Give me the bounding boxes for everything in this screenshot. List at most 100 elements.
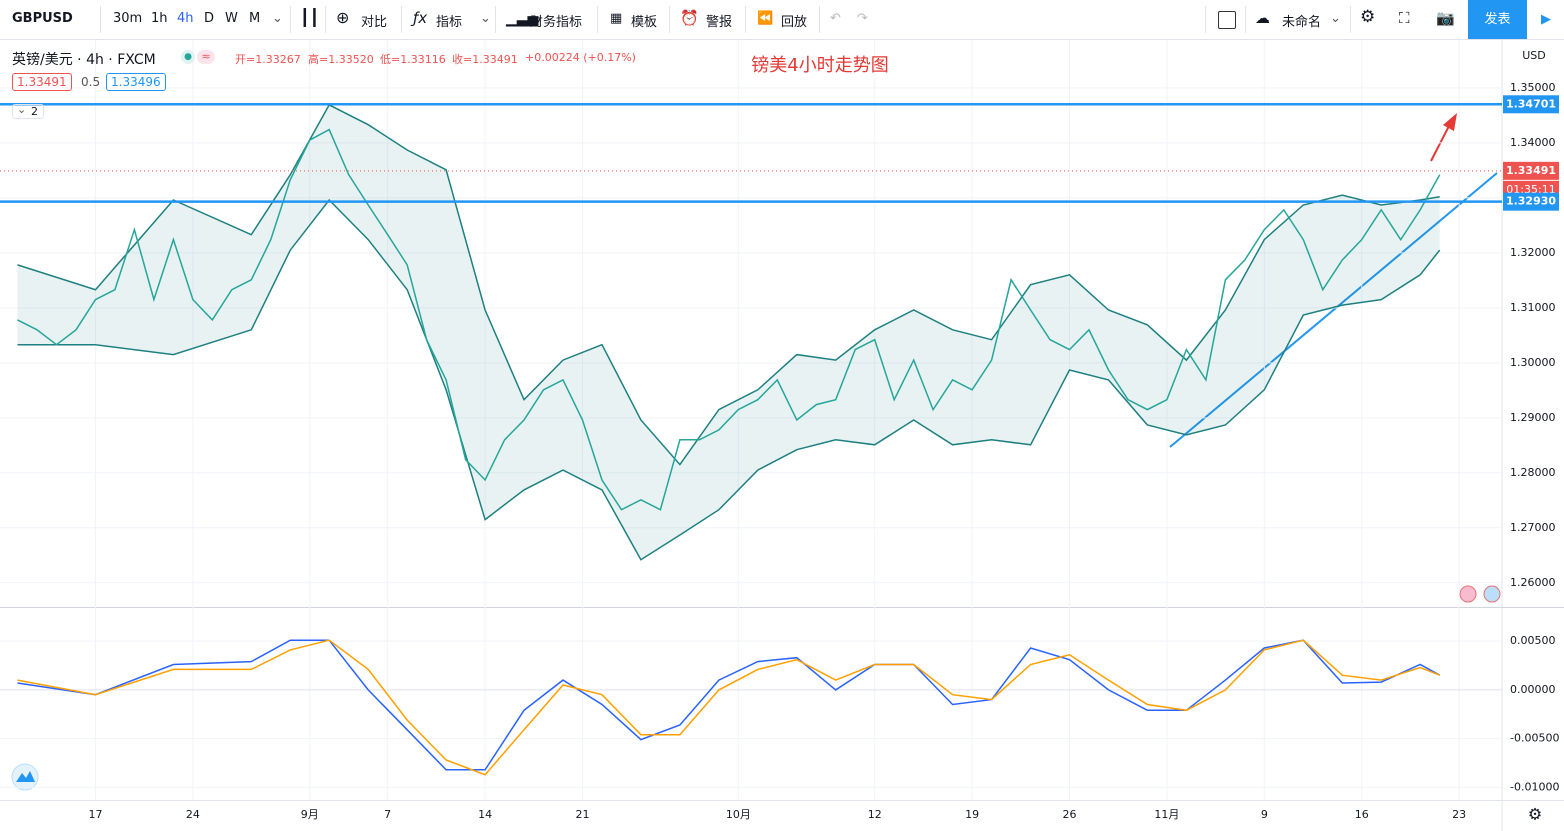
layout-name[interactable]: 未命名 xyxy=(1282,15,1322,30)
bid[interactable]: 1.33491 xyxy=(12,73,72,91)
spread: 0.5 xyxy=(81,75,101,89)
separator xyxy=(325,6,326,33)
x-tick-label: 11月 xyxy=(1154,808,1179,821)
band-fill xyxy=(17,104,1440,560)
level-box xyxy=(1503,192,1559,211)
x-tick-label: 19 xyxy=(965,808,979,821)
alert[interactable]: 警报 xyxy=(706,15,733,30)
interval[interactable]: 4h xyxy=(177,11,194,26)
snapshot-icon[interactable]: 📷 xyxy=(1436,9,1455,27)
status-dot: ● xyxy=(181,50,195,64)
alert-icon[interactable]: ⏰ xyxy=(680,9,699,27)
undo[interactable]: ↶ xyxy=(830,11,841,26)
x-tick-label: 17 xyxy=(88,808,102,821)
redo[interactable]: ↷ xyxy=(857,11,868,26)
separator xyxy=(495,6,496,33)
y-tick-label: 1.27000 xyxy=(1510,521,1556,534)
ask[interactable]: 1.33496 xyxy=(106,73,166,91)
series-line xyxy=(17,128,1441,511)
data-icon: ≈ xyxy=(197,50,215,64)
separator xyxy=(1205,6,1206,33)
series-line xyxy=(17,639,1441,771)
level-box xyxy=(1503,95,1559,114)
separator xyxy=(1350,6,1351,33)
chart-title: 镑美4小时走势图 xyxy=(751,55,888,76)
ohlc-low: 低=1.33116 xyxy=(380,53,446,66)
ohlc-close: 收=1.33491 xyxy=(452,53,518,66)
arrow-head xyxy=(1443,113,1457,131)
replay[interactable]: 回放 xyxy=(781,15,808,30)
separator xyxy=(669,6,670,33)
indicator-count[interactable]: 2 xyxy=(12,104,44,119)
flag-gbp xyxy=(1459,585,1477,603)
settings-icon[interactable]: ⚙ xyxy=(1528,805,1542,824)
logo-icon xyxy=(16,771,35,782)
indicators[interactable]: 指标 xyxy=(436,15,463,30)
publish-button[interactable]: 发表 xyxy=(1468,0,1527,39)
symbol[interactable]: GBPUSD xyxy=(12,11,73,26)
ohlc-change: +0.00224 (+0.17%) xyxy=(525,51,636,64)
replay-icon[interactable]: ⏪ xyxy=(757,11,774,26)
x-tick-label: 10月 xyxy=(726,808,751,821)
ohlc-high: 高=1.33520 xyxy=(308,53,374,66)
y-tick-label: 1.35000 xyxy=(1510,81,1556,94)
x-tick-label: 21 xyxy=(575,808,589,821)
interval[interactable]: W xyxy=(225,11,238,26)
compare[interactable]: 对比 xyxy=(361,15,388,30)
separator xyxy=(401,6,402,33)
separator xyxy=(1245,6,1246,33)
y-tick-label: 0.00000 xyxy=(1510,683,1556,696)
currency: USD xyxy=(1522,49,1546,62)
y-tick-label: 0.00500 xyxy=(1510,634,1556,647)
templates-icon[interactable]: ▦ xyxy=(610,11,623,26)
separator xyxy=(100,6,101,33)
trend-line xyxy=(1169,172,1498,448)
last-price-box xyxy=(1503,161,1559,180)
y-tick-label: 1.29000 xyxy=(1510,411,1556,424)
y-tick-label: -0.01000 xyxy=(1510,780,1559,793)
last-price-label: 1.33491 xyxy=(1506,164,1556,177)
y-tick-label: 1.28000 xyxy=(1510,466,1556,479)
x-tick-label: 24 xyxy=(186,808,200,821)
cloud-icon[interactable]: ☁ xyxy=(1255,9,1270,27)
interval[interactable]: M xyxy=(249,11,261,26)
y-tick-label: 1.30000 xyxy=(1510,356,1556,369)
flag-usd xyxy=(1483,585,1501,603)
y-tick-label: 1.32000 xyxy=(1510,246,1556,259)
chart-type-icon[interactable]: ┃┃ xyxy=(300,8,320,27)
separator xyxy=(819,6,820,33)
dropdown-icon[interactable]: ⌄ xyxy=(480,11,491,26)
dropdown-icon[interactable]: ⌄ xyxy=(272,11,283,26)
interval[interactable]: D xyxy=(204,11,215,26)
x-tick-label: 7 xyxy=(384,808,391,821)
financials-icon[interactable]: ▁▃▅ xyxy=(506,11,539,27)
x-tick-label: 14 xyxy=(478,808,492,821)
separator xyxy=(597,6,598,33)
separator xyxy=(290,6,291,33)
y-tick-label: -0.00500 xyxy=(1510,732,1559,745)
interval[interactable]: 1h xyxy=(151,11,168,26)
interval[interactable]: 30m xyxy=(113,11,143,26)
templates[interactable]: 模板 xyxy=(631,15,658,30)
y-tick-label: 1.34000 xyxy=(1510,136,1556,149)
x-tick-label: 16 xyxy=(1355,808,1369,821)
level-label: 1.32930 xyxy=(1506,195,1556,208)
fullscreen-icon[interactable]: ⛶ xyxy=(1399,9,1410,27)
dropdown-icon[interactable]: ⌄ xyxy=(1330,11,1341,26)
settings-icon[interactable]: ⚙ xyxy=(1360,7,1376,27)
x-tick-label: 12 xyxy=(868,808,882,821)
y-tick-label: 1.31000 xyxy=(1510,301,1556,314)
instrument: 英镑/美元 · 4h · FXCM xyxy=(12,52,156,68)
x-tick-label: 9 xyxy=(1261,808,1268,821)
play-button[interactable]: ▶ xyxy=(1541,12,1551,27)
financials[interactable]: 财务指标 xyxy=(530,15,583,30)
indicator-icon[interactable]: ƒx xyxy=(413,9,428,27)
x-tick-label: 9月 xyxy=(301,808,319,821)
countdown-label: 01:35:11 xyxy=(1506,183,1555,196)
compare-icon[interactable]: ⊕ xyxy=(336,8,350,27)
layout-icon[interactable] xyxy=(1218,11,1236,29)
x-tick-label: 23 xyxy=(1452,808,1466,821)
series-line xyxy=(17,639,1440,776)
collapse-icon[interactable]: ⌄ xyxy=(17,103,27,116)
